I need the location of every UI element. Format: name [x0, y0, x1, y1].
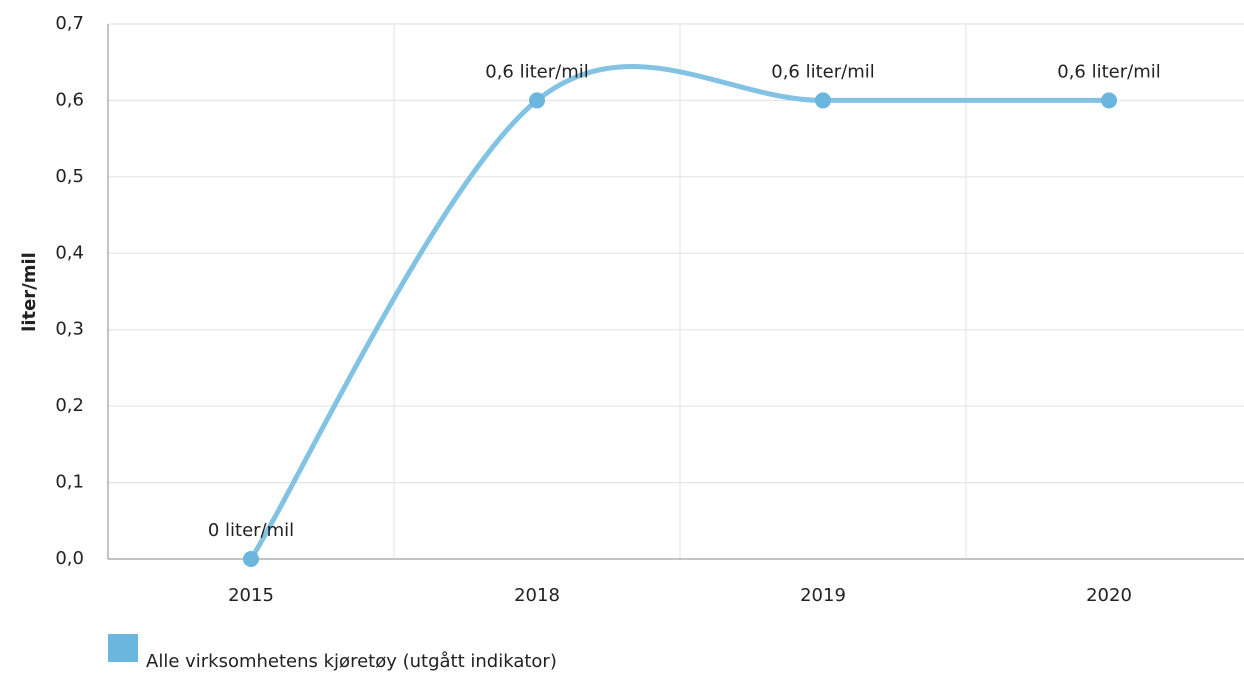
legend-label: Alle virksomhetens kjøretøy (utgått indi… [146, 651, 557, 672]
point [243, 551, 259, 567]
y-tick-label: 0,0 [55, 548, 84, 569]
legend-swatch [108, 634, 138, 662]
y-tick-label: 0,1 [55, 472, 84, 493]
y-tick-label: 0,2 [55, 395, 84, 416]
y-tick-label: 0,5 [55, 166, 84, 187]
x-tick-label: 2020 [1086, 585, 1132, 606]
data-label: 0 liter/mil [208, 520, 294, 541]
y-axis-label: liter/mil [19, 252, 40, 332]
y-tick-label: 0,6 [55, 89, 84, 110]
point [1101, 92, 1117, 109]
y-tick-label: 0,3 [55, 319, 84, 340]
x-tick-label: 2019 [800, 585, 846, 606]
y-tick-label: 0,7 [55, 13, 84, 34]
data-label: 0,6 liter/mil [771, 61, 874, 82]
data-label: 0,6 liter/mil [485, 61, 588, 82]
series-line [248, 64, 1109, 561]
point [529, 92, 545, 109]
x-tick-label: 2015 [228, 585, 274, 606]
point [815, 92, 831, 109]
data-label: 0,6 liter/mil [1057, 61, 1160, 82]
x-tick-label: 2018 [514, 585, 560, 606]
y-tick-label: 0,4 [55, 242, 84, 263]
